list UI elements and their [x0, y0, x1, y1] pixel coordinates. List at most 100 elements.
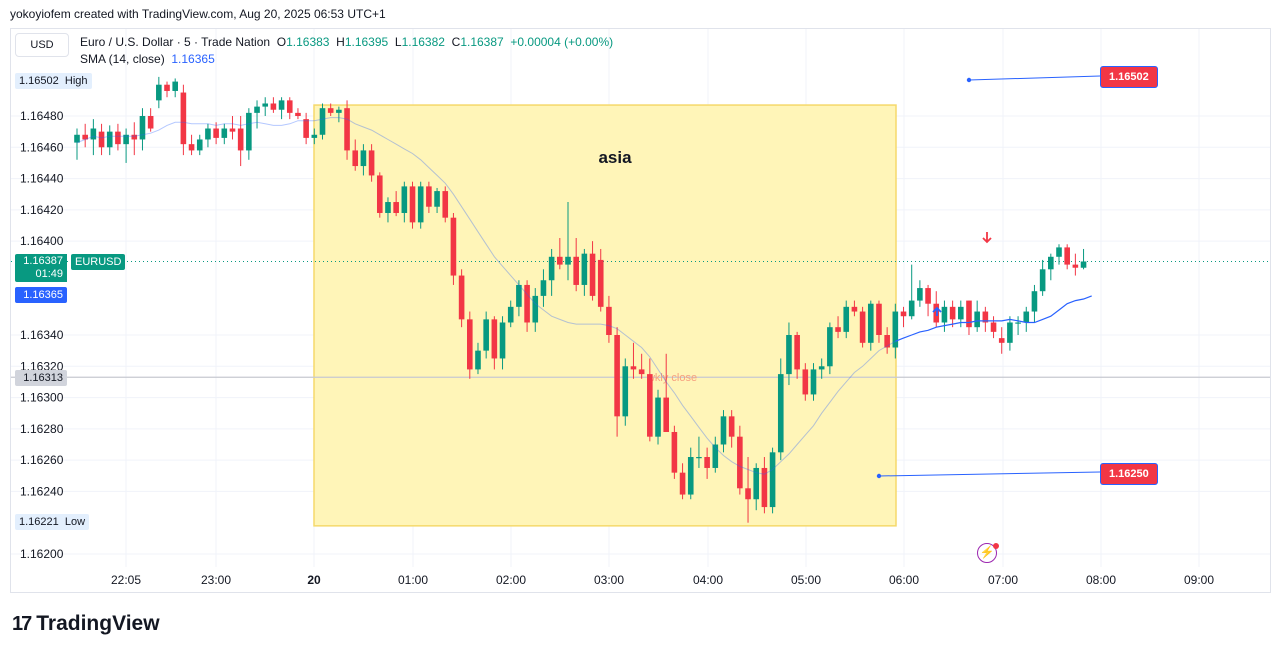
candle-body	[180, 92, 187, 145]
candle-body	[827, 327, 833, 367]
candle-body	[270, 103, 277, 110]
candle-body	[147, 116, 154, 129]
candle-body	[777, 374, 784, 453]
low-value: 1.16382	[401, 35, 445, 49]
x-tick-label: 05:00	[791, 573, 821, 587]
candle-body	[1056, 247, 1062, 257]
candle-body	[409, 186, 416, 223]
sma-legend-value: 1.16365	[171, 52, 215, 66]
change-value: +0.00004 (+0.00%)	[510, 35, 614, 49]
candle-body	[647, 374, 653, 437]
candle-body	[1039, 269, 1046, 292]
candle-body	[728, 416, 735, 437]
candle-body	[982, 311, 989, 323]
sma-label: SMA (14, close)	[80, 52, 165, 66]
candle-body	[941, 306, 948, 323]
candle-body	[434, 191, 440, 207]
candle-body	[82, 134, 88, 140]
candle-body	[123, 134, 129, 145]
wkly-close-price-tag: 1.16313	[15, 370, 67, 386]
low-price-tag: 1.16221 Low	[15, 514, 90, 530]
close-value: 1.16387	[460, 35, 504, 49]
tradingview-logo-icon: 17	[12, 612, 32, 635]
candle-body	[597, 259, 604, 307]
open-label: O	[276, 35, 287, 49]
candle-body	[966, 300, 972, 328]
candle-body	[164, 84, 170, 91]
candle-body	[221, 128, 228, 138]
current-price-tag: 1.16387 01:49	[15, 254, 67, 282]
candle-body	[761, 467, 768, 508]
close-label: C	[451, 35, 461, 49]
x-tick-label: 06:00	[889, 573, 919, 587]
upper-line-label[interactable]: 1.16502	[1100, 66, 1158, 88]
candle-body	[548, 256, 555, 281]
asia-box-label: asia	[598, 148, 632, 167]
high-value: 1.16395	[344, 35, 389, 49]
candle-body	[892, 311, 899, 348]
x-tick-label: 09:00	[1184, 573, 1214, 587]
candle-body	[958, 306, 964, 320]
candle-body	[557, 256, 563, 265]
candle-body	[655, 397, 661, 437]
candle-body	[745, 488, 751, 500]
y-tick-label: 1.16320	[20, 359, 64, 373]
candle-body	[319, 108, 326, 135]
y-tick-label: 1.16280	[20, 422, 64, 436]
candle-body	[254, 106, 260, 113]
chart-attribution: yokoyiofem created with TradingView.com,…	[10, 7, 386, 21]
candle-body	[990, 322, 997, 332]
candle-body	[900, 311, 907, 317]
x-tick-label: 07:00	[988, 573, 1018, 587]
low-label: L	[394, 35, 402, 49]
wkly-close-label: wkly close	[646, 372, 697, 384]
candle-body	[1064, 247, 1070, 265]
candle-body	[908, 300, 915, 317]
candle-body	[286, 100, 293, 113]
low-tag-label: Low	[64, 516, 86, 528]
candle-body	[213, 128, 219, 138]
y-tick-label: 1.16200	[20, 547, 64, 561]
sma-legend[interactable]: SMA (14, close) 1.16365	[80, 52, 215, 66]
high-price-tag: 1.16502 High	[15, 73, 92, 89]
candle-body	[638, 369, 645, 375]
candle-body	[205, 128, 211, 140]
x-tick-label: 20	[307, 573, 321, 587]
candle-body	[360, 150, 367, 167]
currency-button[interactable]: USD	[15, 33, 69, 57]
candle-body	[376, 175, 383, 213]
candle-body	[949, 306, 956, 320]
tradingview-logo[interactable]: 17 TradingView	[12, 612, 160, 636]
candle-body	[246, 112, 252, 151]
symbol-tag: EURUSD	[71, 254, 126, 270]
current-price-value: 1.16387	[23, 255, 63, 267]
candle-body	[622, 366, 629, 417]
candle-body	[458, 275, 465, 320]
candle-body	[336, 109, 342, 113]
candle-body	[426, 186, 432, 207]
lower-line-label[interactable]: 1.16250	[1100, 463, 1158, 485]
candle-body	[90, 128, 97, 140]
candle-body	[483, 319, 489, 351]
alert-bolt-icon[interactable]: ⚡	[977, 543, 997, 563]
candle-body	[1048, 256, 1054, 270]
candle-body	[106, 131, 113, 148]
candle-body	[131, 134, 138, 140]
high-tag-value: 1.16502	[19, 75, 59, 87]
candle-body	[1023, 311, 1030, 323]
candle-body	[507, 306, 514, 323]
x-tick-label: 04:00	[693, 573, 723, 587]
candle-body	[229, 128, 236, 132]
candle-body	[802, 369, 809, 395]
candle-body	[753, 467, 760, 500]
y-tick-label: 1.16300	[20, 391, 64, 405]
candle-body	[606, 306, 612, 335]
open-value: 1.16383	[286, 35, 330, 49]
candle-body	[998, 338, 1005, 343]
candle-body	[352, 150, 359, 167]
high-label: H	[336, 35, 345, 49]
candle-body	[1015, 322, 1021, 324]
x-tick-label: 01:00	[398, 573, 428, 587]
candle-body	[1080, 261, 1087, 268]
